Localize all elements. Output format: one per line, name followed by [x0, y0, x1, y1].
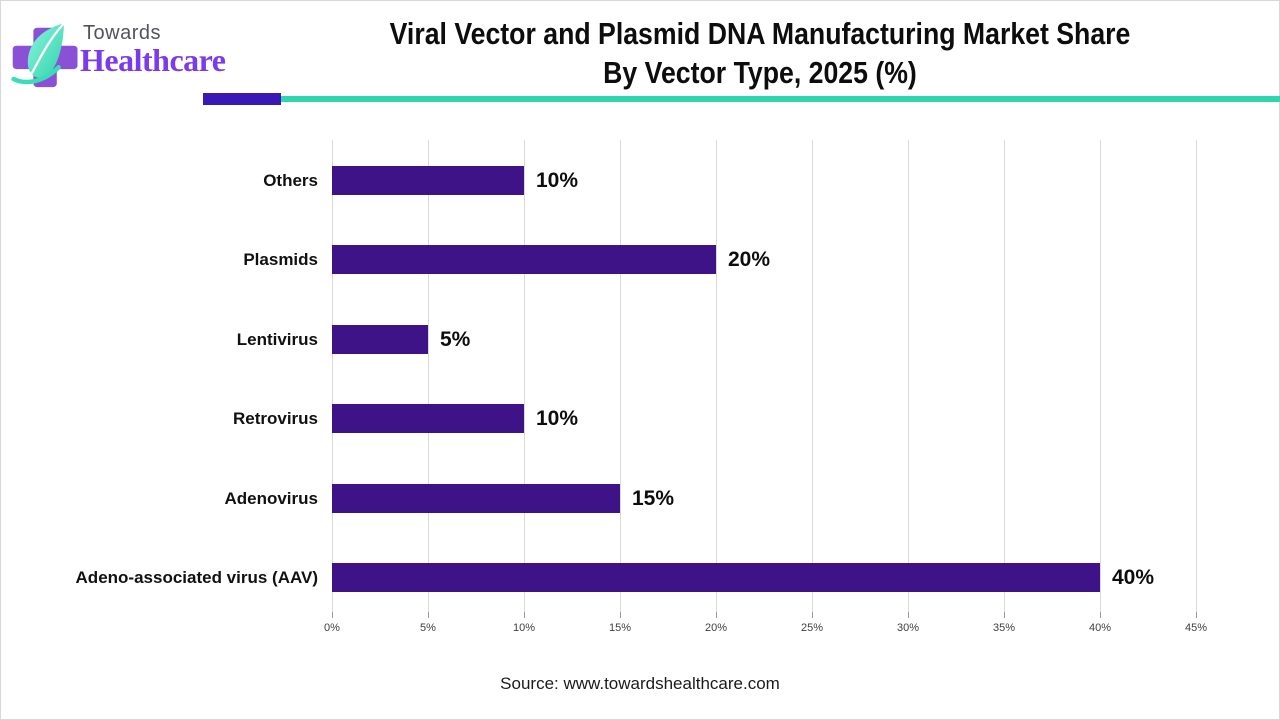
bar-others: [332, 165, 524, 195]
x-axis-tick-label: 5%: [420, 622, 436, 634]
category-label: Adeno-associated virus (AAV): [75, 568, 318, 587]
axis-tick-mark: [524, 612, 525, 618]
plot-area: 10% 20% 5% 10% 15% 40%: [332, 140, 1197, 618]
bar-lentivirus: [332, 324, 428, 354]
chart-title-line1: Viral Vector and Plasmid DNA Manufacturi…: [389, 16, 1131, 51]
brand-name-healthcare: Healthcare: [80, 42, 226, 78]
category-label: Retrovirus: [232, 409, 318, 428]
axis-tick-mark: [428, 612, 429, 618]
x-axis-tick-label: 15%: [608, 622, 632, 634]
leaf-icon: [11, 22, 66, 85]
divider-line: [281, 96, 1280, 102]
gridline: [812, 140, 813, 612]
value-label: 20%: [728, 248, 771, 271]
value-label: 15%: [632, 486, 675, 510]
category-label: Plasmids: [243, 250, 318, 269]
gridline: [908, 140, 909, 612]
x-axis-tick-label: 35%: [992, 622, 1016, 634]
category-label: Adenovirus: [224, 488, 318, 508]
x-axis-tick-label: 25%: [800, 622, 824, 634]
bar-plasmids: [332, 245, 716, 274]
axis-tick-mark: [332, 612, 333, 618]
axis-tick-mark: [1004, 612, 1005, 618]
value-label: 40%: [1112, 566, 1155, 589]
axis-tick-mark: [716, 612, 717, 618]
x-axis-tick-label: 10%: [512, 622, 536, 634]
towards-healthcare-logo-icon: [11, 22, 78, 88]
chart-title-line2: By Vector Type, 2025 (%): [603, 55, 917, 90]
gridline: [1004, 140, 1005, 612]
axis-tick-mark: [1100, 612, 1101, 618]
source-text: Source: www.towardshealthcare.com: [500, 674, 780, 693]
bar-retrovirus: [332, 404, 524, 433]
x-axis-tick-label: 40%: [1088, 622, 1112, 634]
category-label: Others: [263, 170, 318, 190]
gridline: [1100, 140, 1101, 612]
gridline: [620, 140, 621, 612]
divider-accent-block: [203, 93, 281, 105]
category-label: Lentivirus: [236, 329, 318, 349]
gridline: [428, 140, 429, 612]
value-label: 10%: [536, 168, 579, 192]
x-axis-tick-label: 20%: [704, 622, 728, 634]
gridline: [1196, 140, 1197, 612]
brand-name-towards: Towards: [83, 22, 161, 44]
x-axis-tick-label: 0%: [324, 622, 340, 634]
bar-adeno-associated-virus-aav: [332, 563, 1100, 592]
gridline: [332, 140, 333, 612]
bar-adenovirus: [332, 483, 620, 513]
gridline: [716, 140, 717, 612]
chart-title: Viral Vector and Plasmid DNA Manufacturi…: [280, 14, 1240, 92]
value-label: 5%: [440, 327, 471, 351]
x-axis-tick-label: 30%: [896, 622, 920, 634]
axis-tick-mark: [812, 612, 813, 618]
axis-tick-mark: [1196, 612, 1197, 618]
axis-tick-mark: [908, 612, 909, 618]
axis-tick-mark: [620, 612, 621, 618]
value-label: 10%: [536, 407, 579, 430]
gridline: [524, 140, 525, 612]
x-axis-tick-label: 45%: [1184, 622, 1208, 634]
